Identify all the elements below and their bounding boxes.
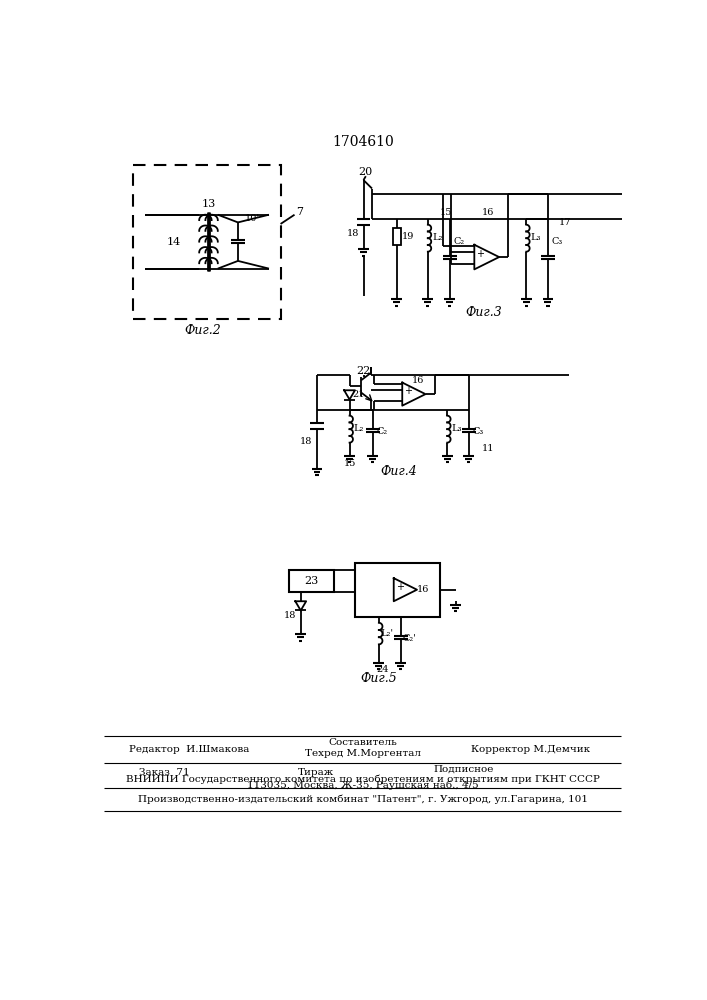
Text: 16: 16 (411, 376, 424, 385)
Text: L₃: L₃ (530, 233, 541, 242)
Text: Корректор М.Демчик: Корректор М.Демчик (471, 745, 590, 754)
Text: Фиг.4: Фиг.4 (380, 465, 416, 478)
Text: 11: 11 (482, 444, 494, 453)
Text: 10': 10' (245, 214, 259, 223)
Text: Фиг.5: Фиг.5 (360, 672, 397, 685)
Text: 21: 21 (353, 390, 365, 399)
Text: 16: 16 (482, 208, 494, 217)
Text: C₂': C₂' (403, 634, 417, 643)
Text: 23: 23 (305, 576, 319, 586)
Text: 14: 14 (167, 237, 181, 247)
Text: Составитель: Составитель (328, 738, 397, 747)
Text: 17: 17 (559, 218, 571, 227)
Text: 13: 13 (201, 199, 216, 209)
Text: 20: 20 (358, 167, 373, 177)
Bar (355, 563, 440, 617)
Text: 15: 15 (344, 459, 356, 468)
Bar (134, 165, 281, 319)
Text: 18: 18 (284, 611, 296, 620)
Text: 19: 19 (402, 232, 414, 241)
Text: ВНИИПИ Государственного комитета по изобретениям и открытиям при ГКНТ СССР: ВНИИПИ Государственного комитета по изоб… (126, 774, 600, 784)
Text: +: + (477, 249, 484, 259)
Text: Редактор  И.Шмакова: Редактор И.Шмакова (129, 745, 250, 754)
Text: 18: 18 (346, 229, 359, 238)
Text: L₃: L₃ (451, 424, 462, 433)
Text: 15: 15 (440, 208, 452, 217)
Bar (393, 228, 401, 245)
Text: 22: 22 (356, 366, 370, 376)
Text: +: + (395, 582, 404, 592)
Text: Заказ  71: Заказ 71 (139, 768, 189, 777)
Text: 16: 16 (417, 585, 429, 594)
Text: Фиг.3: Фиг.3 (465, 306, 502, 319)
Text: Фиг.2: Фиг.2 (185, 324, 221, 337)
Text: Тираж: Тираж (298, 768, 334, 777)
Text: C₃: C₃ (472, 427, 484, 436)
Text: L₂': L₂' (380, 629, 393, 638)
Text: 18: 18 (300, 437, 312, 446)
Text: Производственно-издательский комбинат "Патент", г. Ужгород, ул.Гагарина, 101: Производственно-издательский комбинат "П… (138, 794, 588, 804)
Text: 24: 24 (376, 665, 389, 674)
Text: L₂: L₂ (432, 233, 443, 242)
Text: C₃: C₃ (551, 237, 563, 246)
Text: 113035, Москва, Ж-35, Раушская наб., 4/5: 113035, Москва, Ж-35, Раушская наб., 4/5 (247, 781, 479, 790)
Text: +: + (404, 386, 412, 396)
Text: C₂: C₂ (377, 427, 387, 436)
Text: C₂: C₂ (453, 237, 464, 246)
Text: 1704610: 1704610 (332, 135, 394, 149)
Text: Подписное: Подписное (433, 765, 493, 774)
Text: Техред М.Моргентал: Техред М.Моргентал (305, 749, 421, 758)
Bar (289, 570, 334, 592)
Text: 7: 7 (296, 207, 303, 217)
Text: L₂: L₂ (354, 424, 364, 433)
